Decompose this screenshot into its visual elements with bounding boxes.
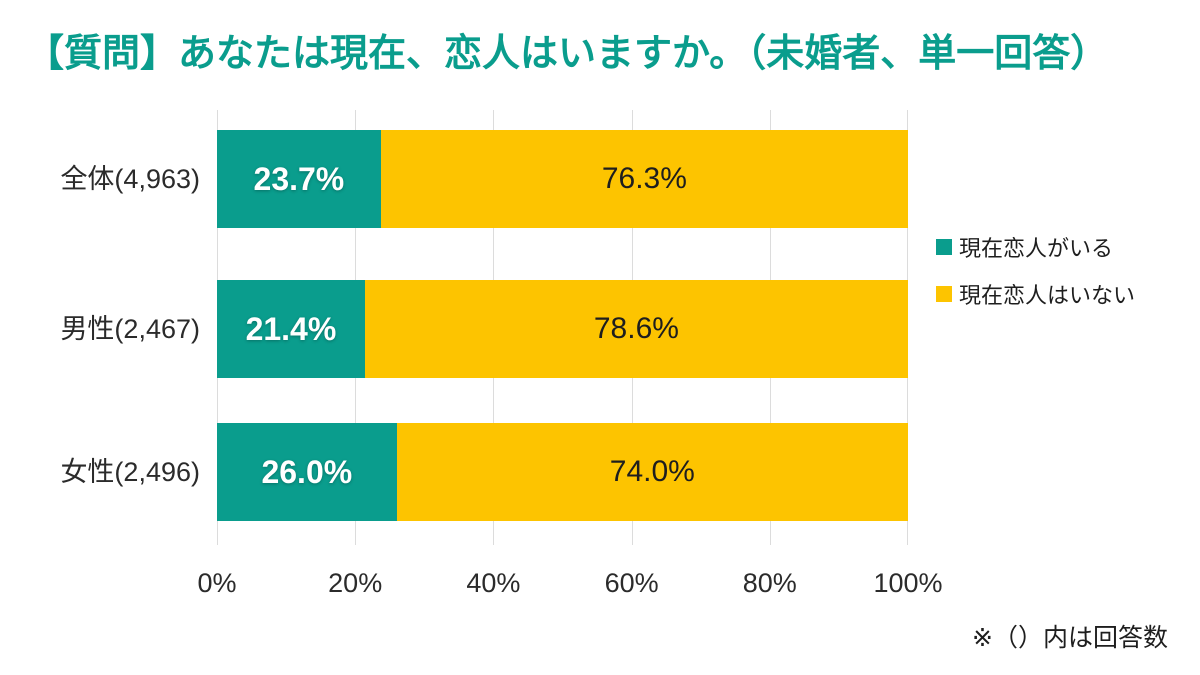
stacked-bar-male: 21.4% 78.6% — [217, 280, 908, 378]
bar-segment-no-partner: 74.0% — [396, 423, 908, 521]
value-label-has-partner: 21.4% — [245, 310, 337, 347]
category-label-total: 全体(4,963) — [60, 164, 200, 194]
legend-label-has-partner: 現在恋人がいる — [959, 236, 1114, 261]
value-label-has-partner: 26.0% — [261, 453, 353, 490]
x-tick-label-80: 80% — [742, 568, 797, 598]
x-tick-label-20: 20% — [328, 568, 383, 598]
x-tick-label-100: 100% — [873, 568, 943, 598]
bar-segment-has-partner: 21.4% — [217, 280, 365, 378]
legend-swatch-has-partner — [936, 239, 952, 255]
stacked-bar-total: 23.7% 76.3% — [217, 130, 908, 228]
x-axis: 0% 20% 40% 60% 80% 100% — [197, 568, 942, 608]
category-label-female: 女性(2,496) — [60, 457, 200, 487]
chart-title: 【質問】あなたは現在、恋人はいますか。（未婚者、単一回答） — [26, 33, 1109, 75]
bar-segment-no-partner: 76.3% — [380, 130, 908, 228]
value-label-no-partner: 78.6% — [593, 312, 679, 345]
value-label-has-partner: 23.7% — [253, 160, 345, 197]
legend: 現在恋人がいる 現在恋人はいない — [936, 231, 1135, 325]
footnote: ※（）内は回答数 — [972, 624, 1168, 652]
legend-label-no-partner: 現在恋人はいない — [959, 283, 1136, 308]
legend-item-has-partner: 現在恋人がいる — [936, 231, 1135, 263]
x-tick-label-0: 0% — [197, 568, 237, 598]
value-label-no-partner: 74.0% — [609, 455, 695, 488]
category-label-male: 男性(2,467) — [60, 314, 200, 344]
stacked-bar-female: 26.0% 74.0% — [217, 423, 908, 521]
x-tick-label-40: 40% — [466, 568, 521, 598]
legend-swatch-no-partner — [936, 286, 952, 302]
legend-item-no-partner: 現在恋人はいない — [936, 278, 1135, 310]
value-label-no-partner: 76.3% — [601, 162, 687, 195]
bar-segment-has-partner: 23.7% — [217, 130, 381, 228]
x-tick-label-60: 60% — [604, 568, 659, 598]
bar-segment-has-partner: 26.0% — [217, 423, 397, 521]
bar-segment-no-partner: 78.6% — [364, 280, 908, 378]
